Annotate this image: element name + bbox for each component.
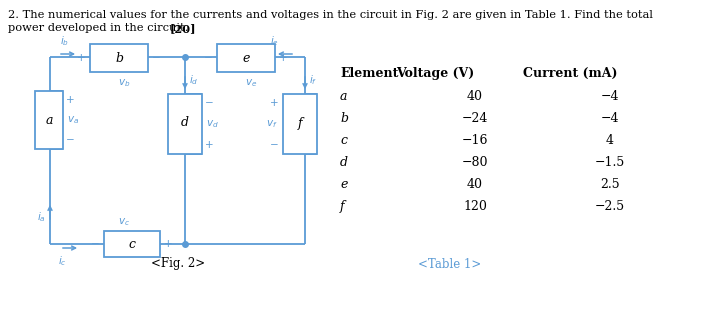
Text: $v_b$: $v_b$ [118,77,130,89]
Text: −4: −4 [601,90,620,103]
Text: f: f [297,118,302,130]
Text: $v_f$: $v_f$ [266,118,278,130]
Text: [20]: [20] [170,23,197,34]
Text: a: a [45,114,53,126]
Text: +: + [164,239,173,249]
Text: −16: −16 [462,134,489,147]
Text: c: c [340,134,347,147]
Text: +: + [205,140,214,150]
Text: $v_c$: $v_c$ [118,216,130,228]
Text: b: b [340,112,348,125]
Bar [35,91,63,149]
Text: e: e [242,51,250,65]
Text: 40: 40 [467,90,483,103]
Text: <Table 1>: <Table 1> [418,257,481,271]
Text: b: b [115,51,123,65]
Text: $i_f$: $i_f$ [309,73,317,87]
Text: 4: 4 [606,134,614,147]
Text: +: + [66,95,74,105]
Bar [168,94,202,154]
Text: $i_d$: $i_d$ [189,73,198,87]
Text: a: a [340,90,348,103]
Text: 2.5: 2.5 [600,178,620,191]
Bar [90,44,148,72]
Text: 120: 120 [463,200,487,213]
Text: −: − [152,53,161,63]
Bar [104,231,160,257]
Text: e: e [340,178,348,191]
Text: $i_a$: $i_a$ [37,210,46,224]
Text: $i_b$: $i_b$ [60,34,69,48]
Text: −: − [66,135,75,145]
Text: $v_e$: $v_e$ [245,77,257,89]
Text: <Fig. 2>: <Fig. 2> [151,257,205,271]
Text: $v_d$: $v_d$ [206,118,219,130]
Text: −24: −24 [462,112,489,125]
Bar [283,94,317,154]
Text: −: − [205,98,214,108]
Text: 2. The numerical values for the currents and voltages in the circuit in Fig. 2 a: 2. The numerical values for the currents… [8,10,653,20]
Text: d: d [340,156,348,169]
Text: −: − [270,140,279,150]
Text: −: − [91,239,100,249]
Text: Voltage (V): Voltage (V) [396,67,474,80]
Text: +: + [279,53,287,63]
Text: $i_c$: $i_c$ [58,254,67,268]
Text: Element: Element [340,67,399,80]
Text: power developed in the circuit.: power developed in the circuit. [8,23,192,33]
Text: +: + [77,53,86,63]
Text: $i_e$: $i_e$ [270,34,279,48]
Text: −1.5: −1.5 [595,156,625,169]
Text: +: + [270,98,279,108]
Text: d: d [181,115,189,129]
Bar [217,44,275,72]
Text: −2.5: −2.5 [595,200,625,213]
Text: −: − [204,53,213,63]
Text: $v_a$: $v_a$ [67,114,79,126]
Text: −4: −4 [601,112,620,125]
Text: Current (mA): Current (mA) [523,67,617,80]
Text: c: c [128,237,135,251]
Text: f: f [340,200,345,213]
Text: 40: 40 [467,178,483,191]
Text: −80: −80 [462,156,489,169]
